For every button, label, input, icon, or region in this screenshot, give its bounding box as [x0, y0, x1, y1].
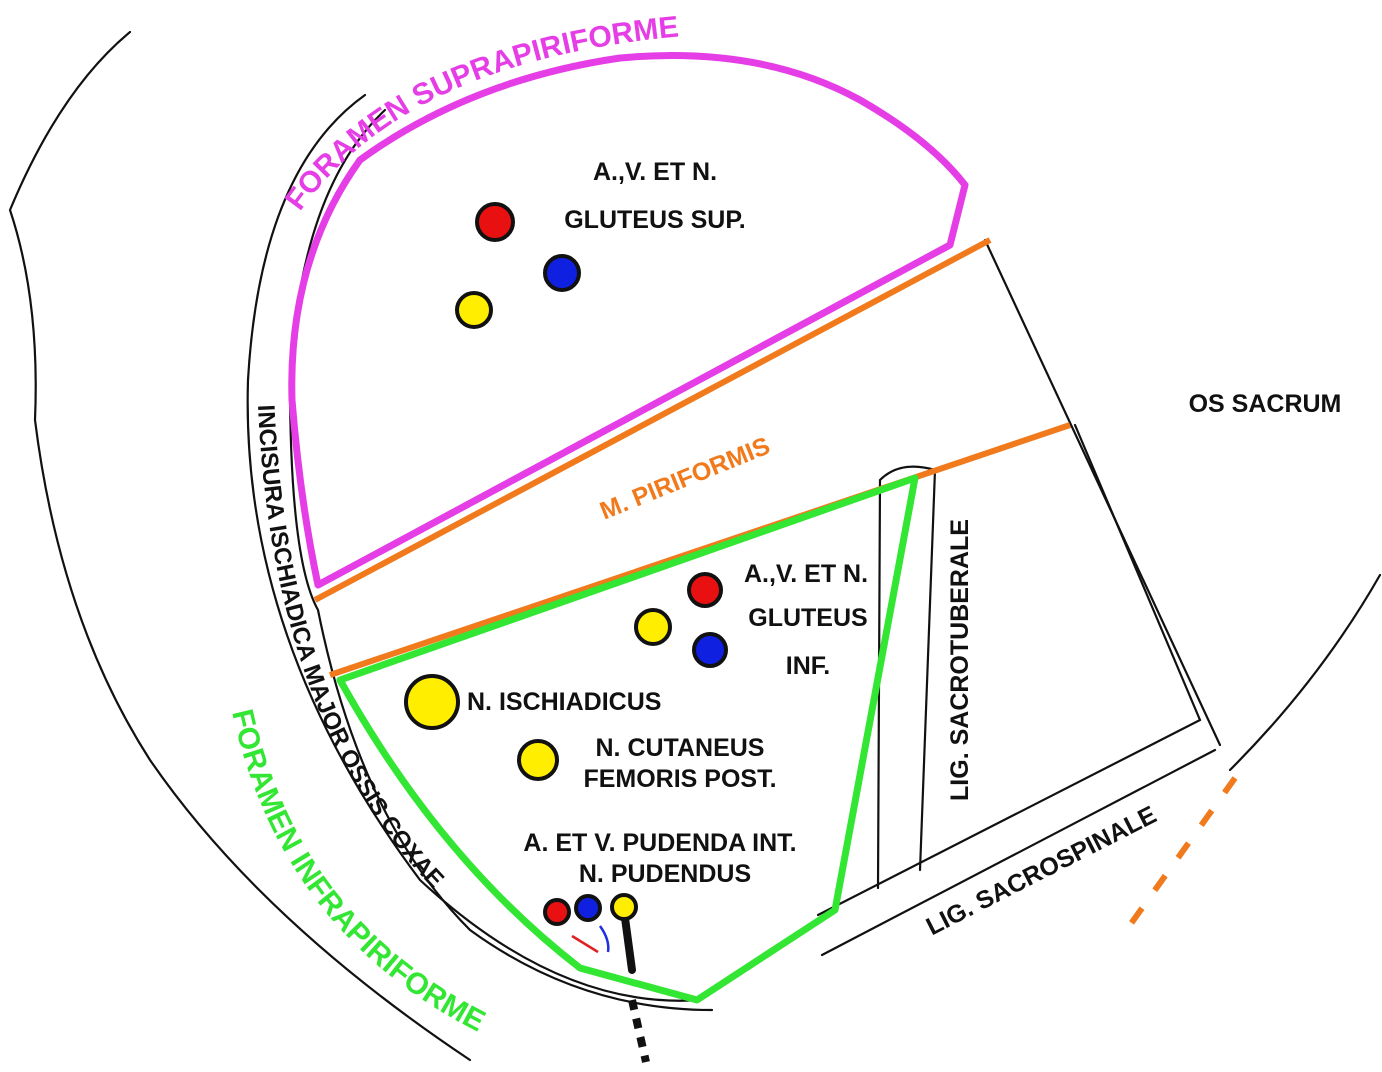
- arrow: [598, 925, 610, 953]
- label: LIG. SACROSPINALE: [922, 801, 1161, 941]
- label: N. PUDENDUS: [579, 860, 751, 888]
- foramen-supra-outline: [288, 52, 969, 589]
- vein: [574, 894, 602, 922]
- label: OS SACRUM: [1189, 390, 1342, 418]
- label: FEMORIS POST.: [583, 765, 776, 793]
- label: LIG. SACROTUBERALE: [946, 519, 974, 801]
- sacrum-edge: [1228, 573, 1382, 772]
- label: N. CUTANEUS: [596, 734, 765, 762]
- vein: [692, 632, 728, 668]
- label: GLUTEUS SUP.: [564, 206, 746, 234]
- incisura-outer: [246, 93, 702, 1002]
- structures: [404, 202, 728, 926]
- label: GLUTEUS: [748, 604, 867, 632]
- artery: [543, 898, 571, 926]
- nerve-path: [628, 999, 650, 1063]
- artery: [475, 202, 515, 242]
- label: A.,V. ET N.: [593, 158, 717, 186]
- nerve-path: [621, 914, 636, 974]
- label: N. ISCHIADICUS: [467, 688, 661, 716]
- piriformis-edge: [313, 237, 992, 603]
- sacrospinale-edge: [820, 748, 1217, 957]
- artery: [687, 572, 723, 608]
- label: INF.: [786, 652, 830, 680]
- arrow: [571, 934, 599, 954]
- sacrospinale-edge: [816, 718, 1202, 917]
- label: A. ET V. PUDENDA INT.: [523, 829, 796, 857]
- label: A.,V. ET N.: [744, 560, 868, 588]
- sacrum-inner: [1073, 423, 1202, 722]
- nerve: [517, 739, 559, 781]
- nerve: [610, 893, 638, 921]
- foramen-infra-outline: [336, 474, 919, 1004]
- nerve: [404, 674, 460, 730]
- nerve: [634, 608, 672, 646]
- dashed-line: [1122, 776, 1238, 934]
- bone-outline: [8, 30, 472, 1062]
- label: M. PIRIFORMIS: [596, 432, 774, 526]
- nerve: [455, 291, 493, 329]
- vein: [543, 254, 581, 292]
